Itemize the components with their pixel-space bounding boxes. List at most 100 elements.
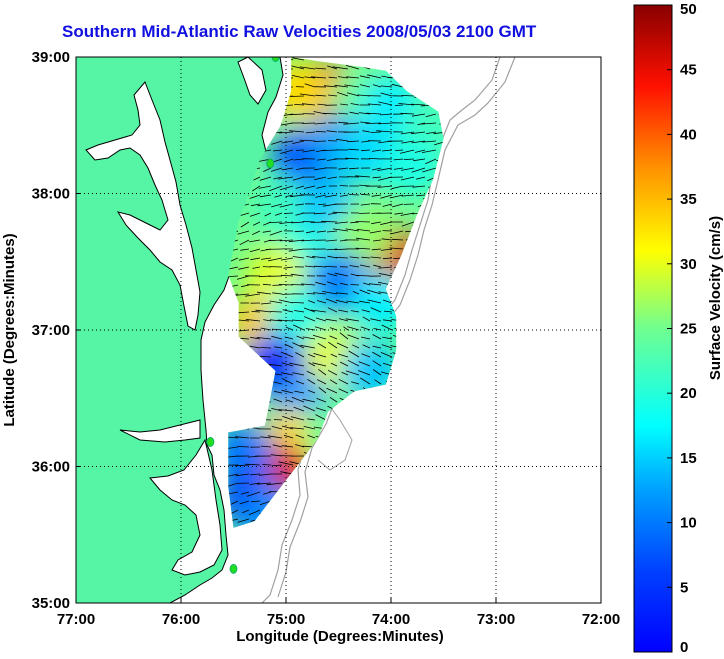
velocity-arrow — [350, 103, 360, 106]
velocity-arrow — [238, 257, 250, 261]
velocity-arrow — [380, 248, 393, 251]
velocity-arrow — [281, 378, 294, 385]
velocity-arrow — [312, 362, 327, 367]
velocity-arrow — [327, 255, 338, 259]
velocity-arrow — [338, 378, 349, 385]
velocity-arrow — [311, 76, 327, 79]
velocity-arrow — [235, 464, 250, 467]
velocity-arrow — [301, 239, 316, 242]
velocity-arrow — [329, 335, 338, 340]
velocity-arrow — [296, 335, 305, 340]
velocity-arrow — [422, 140, 437, 143]
colorbar-tick-label: 15 — [680, 450, 697, 467]
velocity-arrow — [372, 369, 382, 376]
velocity-arrow — [339, 282, 349, 286]
velocity-arrow — [295, 203, 305, 206]
albemarle-sound — [119, 419, 201, 443]
velocity-arrow — [393, 167, 404, 170]
velocity-arrow — [314, 122, 327, 125]
velocity-arrow — [362, 344, 371, 349]
velocity-arrow — [346, 92, 360, 97]
velocity-arrow — [262, 230, 272, 233]
velocity-arrow — [251, 500, 261, 503]
velocity-arrow — [237, 518, 250, 523]
velocity-arrow — [332, 228, 349, 232]
velocity-arrow — [256, 337, 272, 340]
x-tick-label: 72:00 — [582, 611, 620, 628]
velocity-arrow — [315, 67, 327, 70]
velocity-arrow — [394, 212, 404, 215]
velocity-arrow — [249, 345, 261, 349]
velocity-arrow — [346, 300, 360, 304]
velocity-arrow — [380, 113, 393, 116]
velocity-arrow — [411, 167, 426, 173]
velocity-arrow — [272, 149, 283, 152]
velocity-arrow — [252, 221, 261, 226]
velocity-arrow — [281, 389, 294, 394]
velocity-arrow — [296, 167, 305, 170]
velocity-arrow — [352, 344, 360, 349]
velocity-arrow — [380, 92, 393, 97]
y-tick-label: 39:00 — [32, 49, 70, 66]
chesapeake-bay — [85, 81, 201, 331]
velocity-arrow — [378, 266, 393, 269]
velocity-arrow — [269, 185, 283, 192]
velocity-arrow — [262, 283, 272, 286]
velocity-arrow — [284, 343, 294, 349]
velocity-arrow — [345, 65, 360, 70]
velocity-arrow — [228, 491, 239, 495]
velocity-arrow — [307, 353, 316, 358]
velocity-arrow — [250, 203, 261, 207]
velocity-arrow — [289, 194, 305, 198]
velocity-arrow — [271, 426, 283, 430]
velocity-arrow — [413, 158, 426, 162]
velocity-arrow — [278, 176, 294, 180]
velocity-arrow — [355, 237, 371, 241]
velocity-arrow — [373, 264, 382, 268]
velocity-arrow — [267, 435, 283, 439]
velocity-arrow — [239, 500, 250, 505]
velocity-arrow — [314, 176, 327, 181]
velocity-arrow — [228, 266, 239, 271]
velocity-arrow — [338, 121, 349, 124]
velocity-arrow — [355, 175, 371, 178]
velocity-arrow — [360, 377, 371, 385]
velocity-arrow — [303, 185, 316, 189]
velocity-arrow — [344, 84, 360, 88]
velocity-arrow — [291, 221, 305, 224]
velocity-arrow — [245, 293, 261, 297]
colorbar-tick-label: 10 — [680, 515, 697, 532]
velocity-arrow — [299, 93, 316, 97]
velocity-arrow — [293, 324, 305, 331]
velocity-arrow — [289, 362, 305, 367]
velocity-arrow — [280, 149, 294, 154]
velocity-arrow — [338, 353, 349, 358]
x-tick-label: 75:00 — [267, 611, 305, 628]
velocity-arrow — [283, 266, 294, 269]
colorbar — [633, 4, 673, 653]
velocity-arrow — [371, 149, 382, 152]
velocity-arrow — [264, 212, 272, 217]
velocity-arrow — [294, 390, 305, 394]
velocity-arrow — [341, 371, 349, 376]
velocity-arrow — [433, 131, 444, 135]
velocity-arrow — [259, 176, 272, 181]
velocity-arrow — [326, 387, 338, 394]
delaware-bay — [237, 57, 267, 105]
velocity-arrow — [307, 434, 316, 439]
velocity-arrow — [330, 362, 338, 367]
velocity-arrow — [332, 66, 349, 70]
velocity-arrow — [326, 230, 338, 233]
velocity-arrow — [240, 248, 250, 251]
velocity-arrow — [326, 281, 338, 286]
velocity-arrow — [335, 292, 349, 295]
velocity-arrow — [292, 140, 305, 144]
velocity-arrow — [315, 94, 327, 97]
velocity-arrow — [335, 299, 349, 304]
velocity-arrow — [394, 104, 404, 106]
velocity-arrow — [250, 257, 261, 261]
velocity-arrow — [372, 351, 382, 358]
grid-lines — [76, 57, 601, 603]
velocity-arrow — [348, 148, 360, 151]
